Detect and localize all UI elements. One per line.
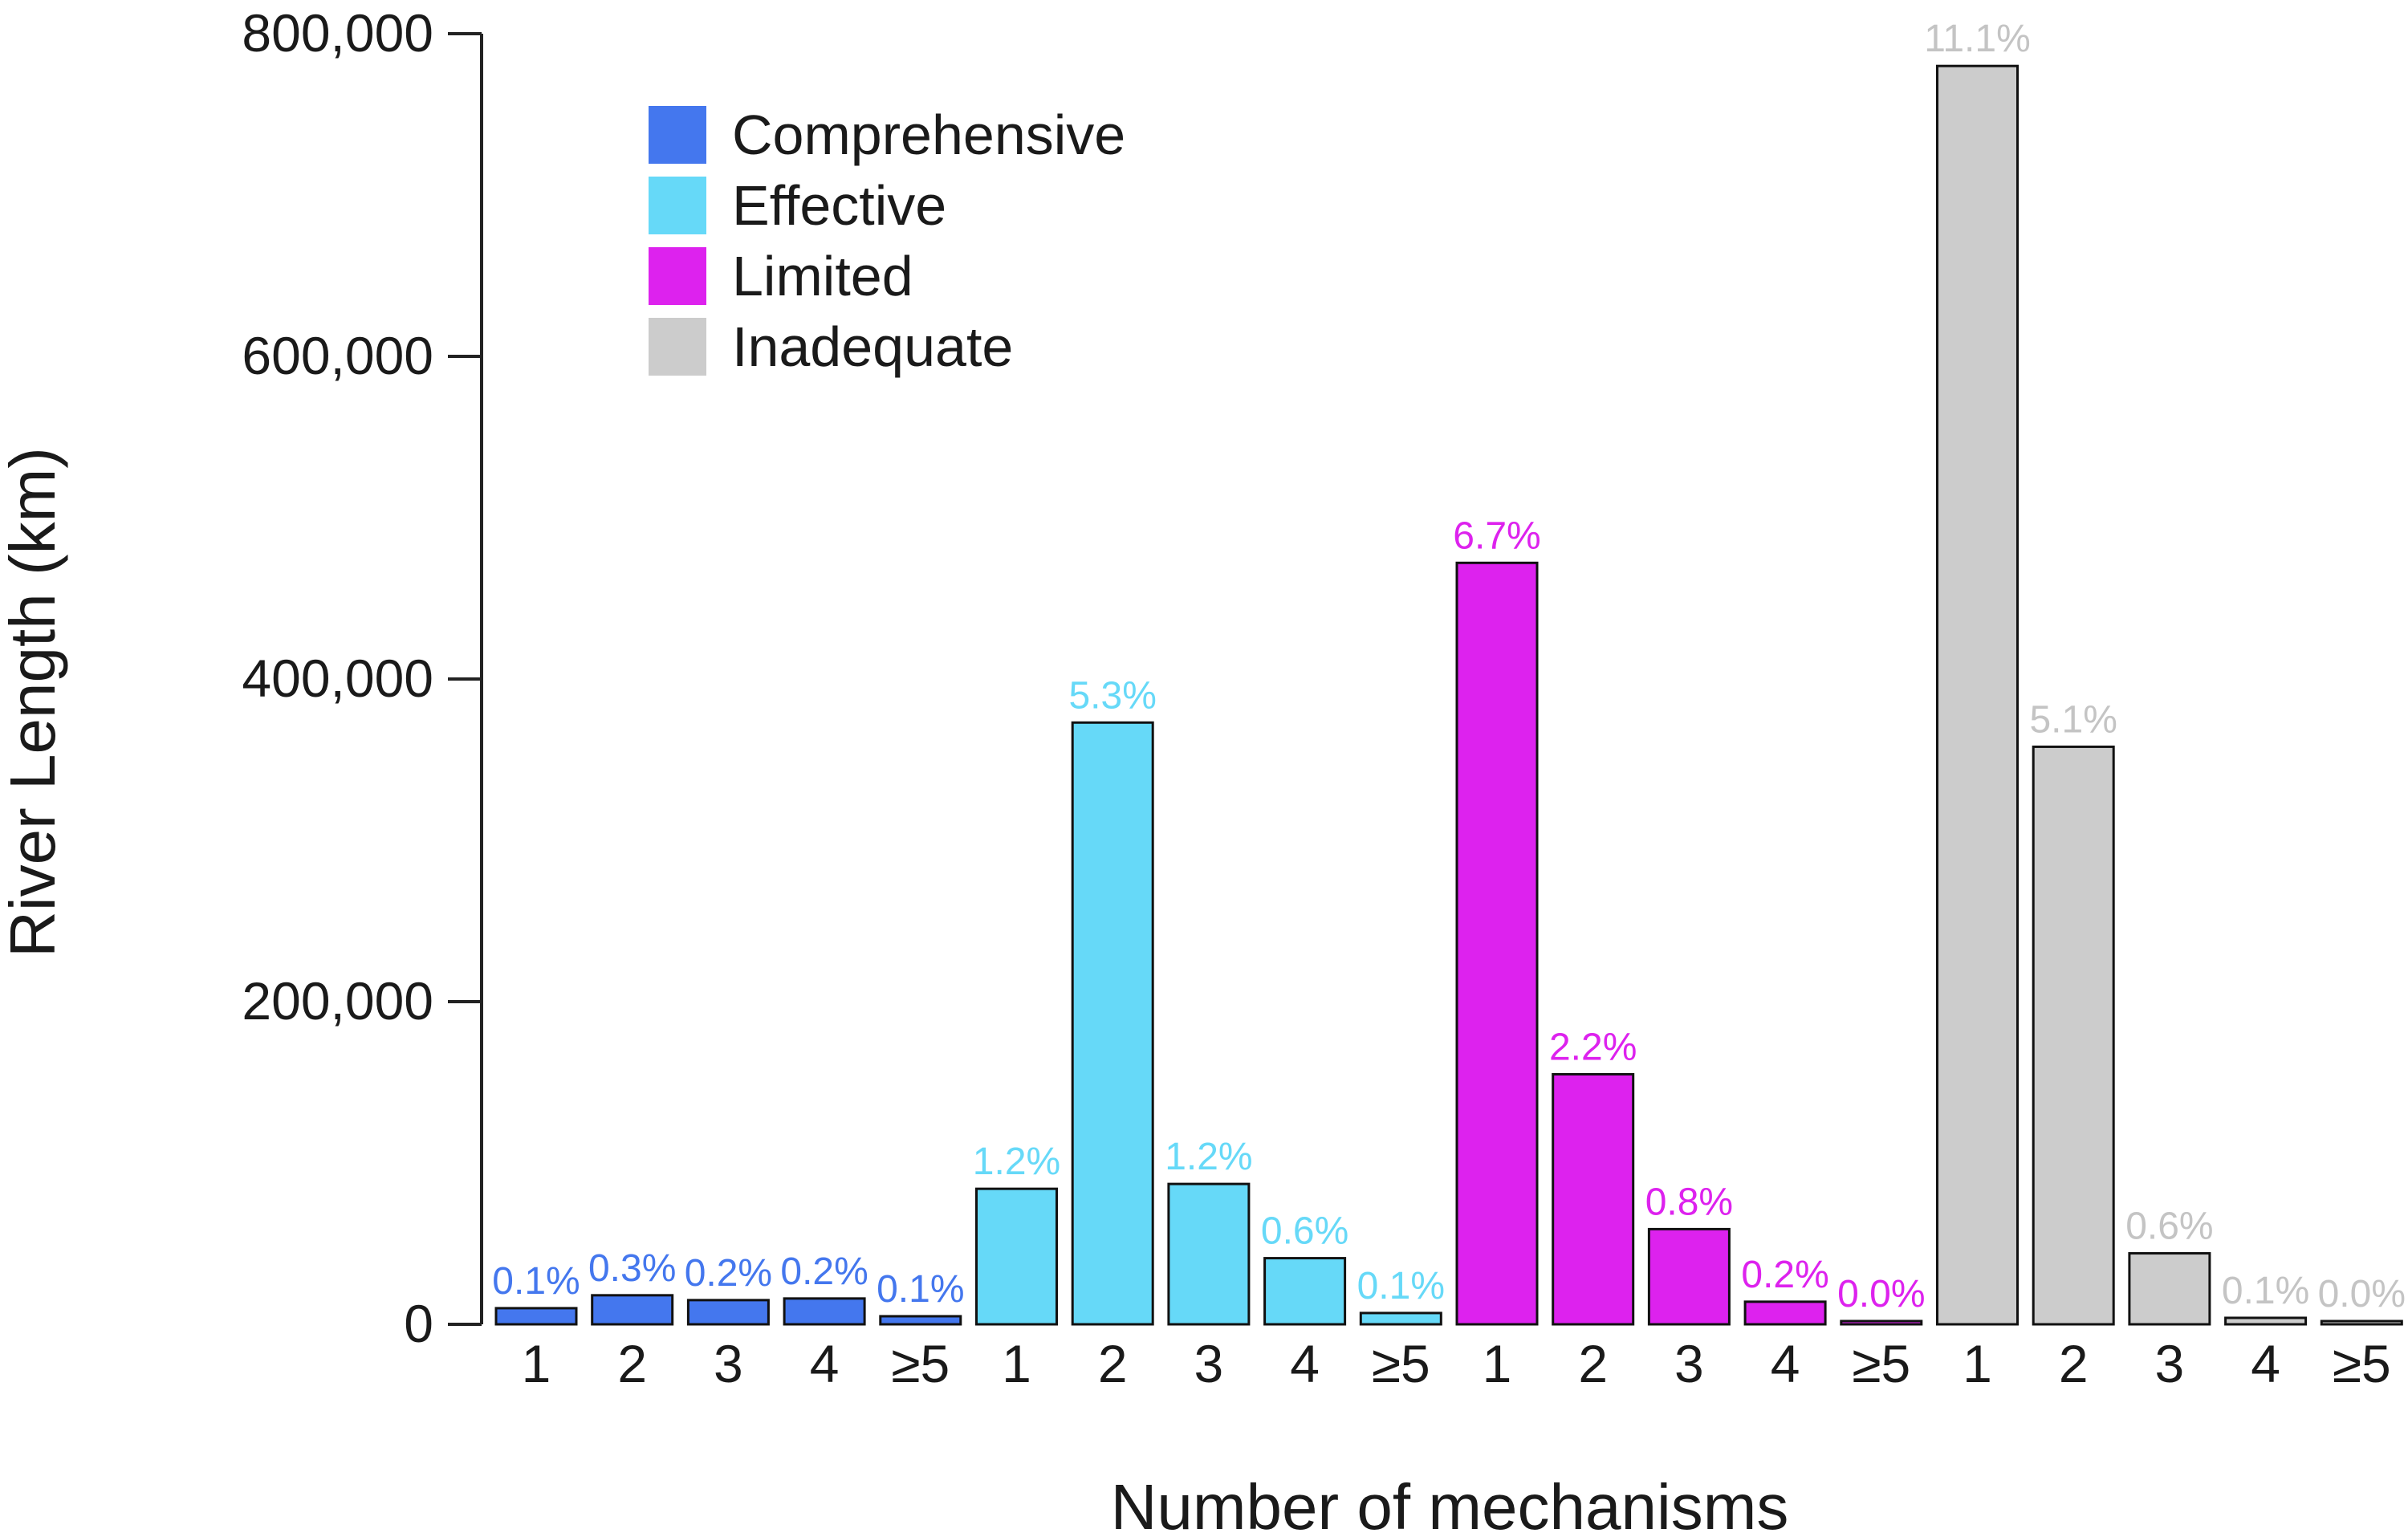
- data-label: 0.1%: [2222, 1270, 2309, 1312]
- data-label: 5.1%: [2029, 698, 2117, 741]
- data-label: 0.6%: [1261, 1210, 1348, 1253]
- data-label: 0.2%: [685, 1252, 772, 1295]
- data-label: 0.2%: [1741, 1254, 1828, 1296]
- bar-inadequate-3: [2128, 1252, 2211, 1326]
- x-tick-label: 3: [714, 1334, 743, 1393]
- legend-swatch-limited: [649, 247, 706, 305]
- data-label: 0.1%: [1357, 1265, 1445, 1307]
- data-label: 1.2%: [973, 1141, 1060, 1183]
- data-label: 0.0%: [1837, 1273, 1925, 1315]
- x-tick-label: ≥5: [891, 1334, 950, 1393]
- bar-comprehensive-4: [783, 1297, 866, 1326]
- bar-limited-2: [1552, 1072, 1635, 1326]
- data-label: 5.3%: [1068, 674, 1156, 717]
- legend-label-comprehensive: Comprehensive: [732, 104, 1125, 166]
- y-tick-label: 600,000: [242, 326, 433, 385]
- bar-inadequate-1: [1936, 64, 2019, 1326]
- data-label: 11.1%: [1924, 18, 2031, 60]
- x-tick-label: 4: [1771, 1334, 1800, 1393]
- data-label: 0.6%: [2125, 1206, 2213, 1248]
- data-label: 2.2%: [1549, 1026, 1637, 1068]
- bar-inadequate-5: [2320, 1319, 2403, 1326]
- x-tick-label: 2: [1098, 1334, 1128, 1393]
- x-tick-label: 2: [2059, 1334, 2089, 1393]
- x-tick-label: ≥5: [1852, 1334, 1910, 1393]
- bar-limited-4: [1743, 1300, 1827, 1326]
- y-tick-label: 200,000: [242, 971, 433, 1031]
- x-tick-label: 3: [2155, 1334, 2185, 1393]
- data-label: 0.8%: [1645, 1181, 1733, 1223]
- bar-comprehensive-3: [686, 1299, 770, 1326]
- y-tick-label: 400,000: [242, 649, 433, 708]
- y-tick-label: 800,000: [242, 3, 433, 63]
- bar-effective-2: [1071, 721, 1154, 1326]
- x-tick-label: 1: [522, 1334, 551, 1393]
- bar-limited-1: [1455, 561, 1539, 1326]
- x-tick-label: 1: [1483, 1334, 1512, 1393]
- bars: [494, 64, 2403, 1326]
- bar-limited-5: [1840, 1319, 1923, 1326]
- data-label: 0.1%: [877, 1268, 964, 1311]
- data-label: 6.7%: [1453, 514, 1540, 557]
- data-label: 0.3%: [588, 1247, 676, 1290]
- data-label: 1.2%: [1165, 1136, 1252, 1178]
- bar-comprehensive-1: [494, 1307, 578, 1326]
- x-tick-label: 2: [1578, 1334, 1608, 1393]
- data-label: 0.0%: [2318, 1273, 2406, 1315]
- legend-swatch-comprehensive: [649, 106, 706, 164]
- data-label: 0.2%: [780, 1250, 868, 1293]
- bar-effective-4: [1263, 1257, 1347, 1326]
- x-tick-label: 3: [1674, 1334, 1704, 1393]
- bar-inadequate-2: [2032, 745, 2115, 1326]
- x-tick-label: 4: [810, 1334, 840, 1393]
- legend-label-limited: Limited: [732, 245, 913, 307]
- y-tick-label: 0: [404, 1294, 433, 1353]
- bar-comprehensive-5: [879, 1315, 962, 1326]
- x-tick-label: 4: [2251, 1334, 2280, 1393]
- x-tick-label: 1: [1963, 1334, 1992, 1393]
- x-tick-label: 3: [1194, 1334, 1224, 1393]
- x-axis-title: Number of mechanisms: [1111, 1471, 1789, 1537]
- x-tick-label: ≥5: [1372, 1334, 1430, 1393]
- bar-effective-1: [975, 1187, 1058, 1326]
- x-tick-label: ≥5: [2333, 1334, 2391, 1393]
- legend-swatch-effective: [649, 177, 706, 234]
- data-label: 0.1%: [492, 1260, 580, 1303]
- x-tick-label: 1: [1002, 1334, 1031, 1393]
- y-axis-title: River Length (km): [0, 447, 68, 958]
- legend-swatch-inadequate: [649, 318, 706, 376]
- bar-effective-3: [1167, 1182, 1251, 1326]
- x-tick-labels: 1 2 3 4 ≥5 1 2 3 4 ≥5 1 2 3 4 ≥5 1 2 3 4 ≥5: [522, 1334, 2391, 1393]
- x-tick-label: 4: [1290, 1334, 1320, 1393]
- bar-inadequate-4: [2224, 1316, 2308, 1326]
- bar-effective-5: [1359, 1311, 1442, 1326]
- bar-comprehensive-2: [591, 1294, 674, 1326]
- x-tick-label: 2: [617, 1334, 647, 1393]
- legend-label-effective: Effective: [732, 174, 946, 237]
- bar-limited-3: [1647, 1227, 1731, 1326]
- data-labels: 0.1% 0.3% 0.2% 0.2% 0.1%1.2%5.3%1.2%0.6%0.1%…: [492, 18, 2406, 1315]
- legend-label-inadequate: Inadequate: [732, 315, 1013, 378]
- y-axis: 0 200,000 400,000 600,000 800,000: [242, 3, 483, 1353]
- legend: Comprehensive Effective Limited Inadequate: [649, 104, 1125, 378]
